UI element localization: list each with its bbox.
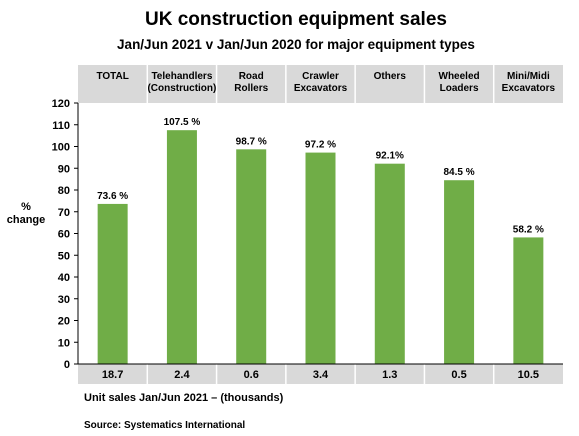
unit-sales-value: 18.7 — [102, 369, 123, 381]
bar — [166, 130, 197, 364]
column-separators — [146, 65, 495, 384]
category-label: Telehandlers — [151, 71, 212, 82]
data-label: 98.7 % — [236, 136, 267, 147]
category-label: Crawler — [302, 71, 339, 82]
bar — [444, 180, 475, 364]
unit-sales-caption: Unit sales Jan/Jun 2021 – (thousands) — [84, 392, 284, 404]
data-label: 92.1% — [376, 151, 404, 162]
y-tick-label: 40 — [58, 272, 70, 284]
unit-sales-value: 0.5 — [451, 369, 466, 381]
data-label: 84.5 % — [444, 167, 475, 178]
data-label: 97.2 % — [305, 140, 336, 151]
unit-sales-value: 3.4 — [313, 369, 329, 381]
unit-sales-band — [78, 364, 563, 384]
unit-sales-value: 10.5 — [518, 369, 539, 381]
y-tick-label: 0 — [64, 359, 70, 371]
category-labels: TOTAL Telehandlers(Construction) RoadRolle… — [96, 71, 555, 94]
category-label: Loaders — [440, 83, 479, 94]
data-label: 73.6 % — [97, 191, 128, 202]
y-axis-label-line: change — [7, 214, 46, 226]
y-tick-label: 10 — [58, 337, 70, 349]
bar — [374, 163, 405, 364]
chart-subtitle: Jan/Jun 2021 v Jan/Jun 2020 for major eq… — [117, 37, 475, 52]
y-axis: 0 10 20 30 40 50 60 70 80 90 100 110 120 — [52, 98, 563, 371]
bar — [305, 152, 336, 364]
y-tick-label: 100 — [52, 142, 70, 154]
category-label: (Construction) — [147, 83, 216, 94]
data-label: 58.2 % — [513, 224, 544, 235]
category-label: TOTAL — [96, 71, 128, 82]
y-tick-label: 30 — [58, 294, 70, 306]
y-tick-label: 90 — [58, 163, 70, 175]
bars — [97, 130, 544, 364]
y-tick-label: 120 — [52, 98, 70, 110]
y-tick-label: 20 — [58, 316, 70, 328]
bar — [236, 149, 267, 364]
bar — [513, 237, 544, 364]
category-label: Rollers — [234, 83, 268, 94]
y-axis-label-line: % — [21, 201, 31, 213]
category-label: Mini/Midi — [507, 71, 550, 82]
chart-title: UK construction equipment sales — [145, 9, 447, 30]
data-label: 107.5 % — [164, 117, 201, 128]
unit-sales-value: 1.3 — [382, 369, 397, 381]
y-tick-label: 110 — [52, 120, 70, 132]
y-axis-label: %change — [7, 201, 46, 226]
category-label: Road — [239, 71, 264, 82]
category-label: Wheeled — [439, 71, 480, 82]
unit-sales-values: 18.7 2.4 0.6 3.4 1.3 0.5 10.5 — [102, 369, 539, 381]
y-tick-label: 70 — [58, 207, 70, 219]
data-labels: 73.6 % 107.5 % 98.7 % 97.2 % 92.1% 84.5 % 58.2… — [97, 117, 544, 235]
bar — [97, 203, 128, 364]
category-label: Excavators — [294, 83, 348, 94]
unit-sales-value: 2.4 — [174, 369, 190, 381]
category-label: Excavators — [502, 83, 556, 94]
y-tick-label: 80 — [58, 185, 70, 197]
source-note: Source: Systematics International — [84, 420, 245, 431]
category-label: Others — [374, 71, 407, 82]
y-tick-label: 50 — [58, 250, 70, 262]
unit-sales-value: 0.6 — [244, 369, 259, 381]
y-tick-label: 60 — [58, 229, 70, 241]
category-header-band — [78, 65, 563, 103]
